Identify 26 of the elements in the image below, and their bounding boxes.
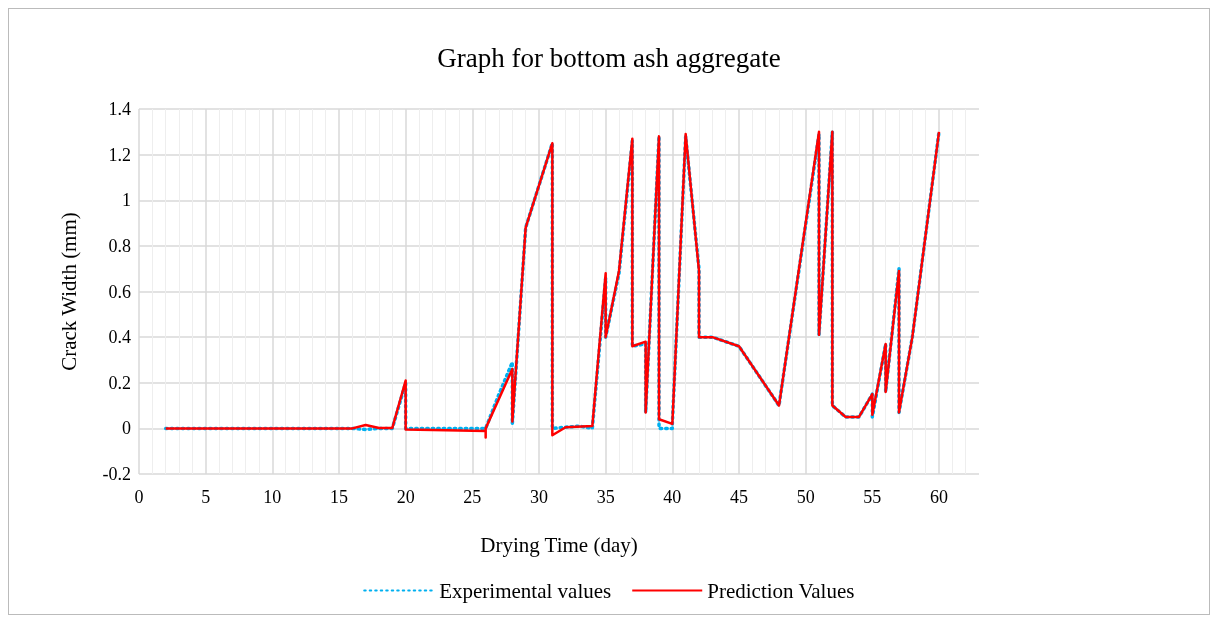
x-tick-label: 40 [663, 487, 682, 507]
x-tick-label: 30 [530, 487, 548, 507]
y-tick-label: 1.4 [108, 99, 131, 119]
y-tick-label: 0.8 [108, 235, 131, 256]
x-tick-label: 55 [863, 487, 882, 507]
x-tick-label: 10 [263, 487, 282, 507]
y-tick-label: 0 [122, 418, 131, 439]
y-tick-label: 0.2 [108, 372, 131, 393]
x-axis-title: Drying Time (day) [480, 532, 638, 557]
y-tick-label: 1.2 [108, 144, 131, 165]
legend-label: Prediction Values [707, 578, 855, 603]
y-tick-label: -0.2 [102, 464, 131, 484]
x-tick-label: 25 [463, 487, 482, 507]
x-tick-label: 15 [330, 487, 348, 507]
y-tick-label: 1 [122, 190, 131, 211]
x-tick-label: 60 [930, 487, 948, 507]
x-tick-label: 35 [596, 487, 615, 507]
y-tick-label: 0.4 [108, 327, 131, 348]
legend-label: Experimental values [439, 578, 612, 603]
chart-title: Graph for bottom ash aggregate [437, 42, 781, 73]
x-tick-label: 50 [796, 487, 815, 507]
y-axis-title: Crack Width (mm) [56, 212, 81, 371]
y-tick-label: 0.6 [108, 281, 131, 302]
x-tick-label: 5 [201, 487, 211, 507]
x-tick-label: 20 [396, 487, 415, 507]
x-tick-label: 45 [730, 487, 748, 507]
